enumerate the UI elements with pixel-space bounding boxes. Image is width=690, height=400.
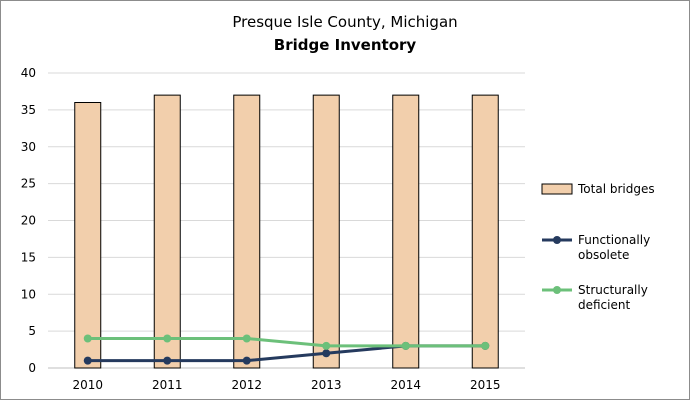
y-tick-label: 25	[21, 177, 36, 191]
bar	[312, 94, 340, 369]
line-series	[83, 334, 490, 365]
legend-label: Functionally obsolete	[578, 233, 650, 262]
y-axis-ticks: 0 5 10 15 20 25 30 35 40	[21, 66, 36, 375]
legend-label: Total bridges	[577, 182, 655, 196]
data-point	[83, 334, 92, 343]
data-point	[322, 341, 331, 350]
bar	[471, 94, 499, 369]
y-tick-label: 35	[21, 103, 36, 117]
bar	[74, 102, 102, 369]
legend-marker	[553, 286, 561, 294]
data-point	[481, 341, 490, 350]
y-tick-label: 40	[21, 66, 36, 80]
x-tick-label: 2015	[470, 378, 501, 392]
x-tick-label: 2012	[231, 378, 262, 392]
y-tick-label: 20	[21, 214, 36, 228]
bar	[392, 94, 420, 369]
data-point	[242, 356, 251, 365]
series-line	[87, 344, 486, 363]
x-tick-label: 2010	[72, 378, 103, 392]
series-line	[87, 337, 486, 348]
x-axis-ticks: 2010 2011 2012 2013 2014 2015	[72, 378, 500, 392]
legend-label: Structurally deficient	[578, 283, 648, 312]
y-tick-label: 10	[21, 287, 36, 301]
data-point	[83, 356, 92, 365]
x-tick-label: 2014	[390, 378, 421, 392]
legend-swatch	[541, 183, 573, 195]
bar	[153, 94, 181, 369]
y-tick-label: 30	[21, 140, 36, 154]
legend-marker	[553, 236, 561, 244]
data-point	[242, 334, 251, 343]
data-point	[322, 349, 331, 358]
chart-title: Presque Isle County, Michigan	[232, 13, 457, 31]
y-tick-label: 0	[28, 361, 36, 375]
y-tick-label: 15	[21, 250, 36, 264]
x-tick-label: 2013	[311, 378, 342, 392]
bar	[233, 94, 261, 369]
data-point	[163, 356, 172, 365]
data-point	[163, 334, 172, 343]
data-point	[401, 341, 410, 350]
legend: Total bridges Functionally obsolete Structu…	[541, 182, 655, 312]
y-tick-label: 5	[28, 324, 36, 338]
chart-subtitle: Bridge Inventory	[274, 36, 417, 54]
gridlines	[48, 72, 525, 369]
x-tick-label: 2011	[152, 378, 183, 392]
bar-series	[74, 94, 499, 369]
